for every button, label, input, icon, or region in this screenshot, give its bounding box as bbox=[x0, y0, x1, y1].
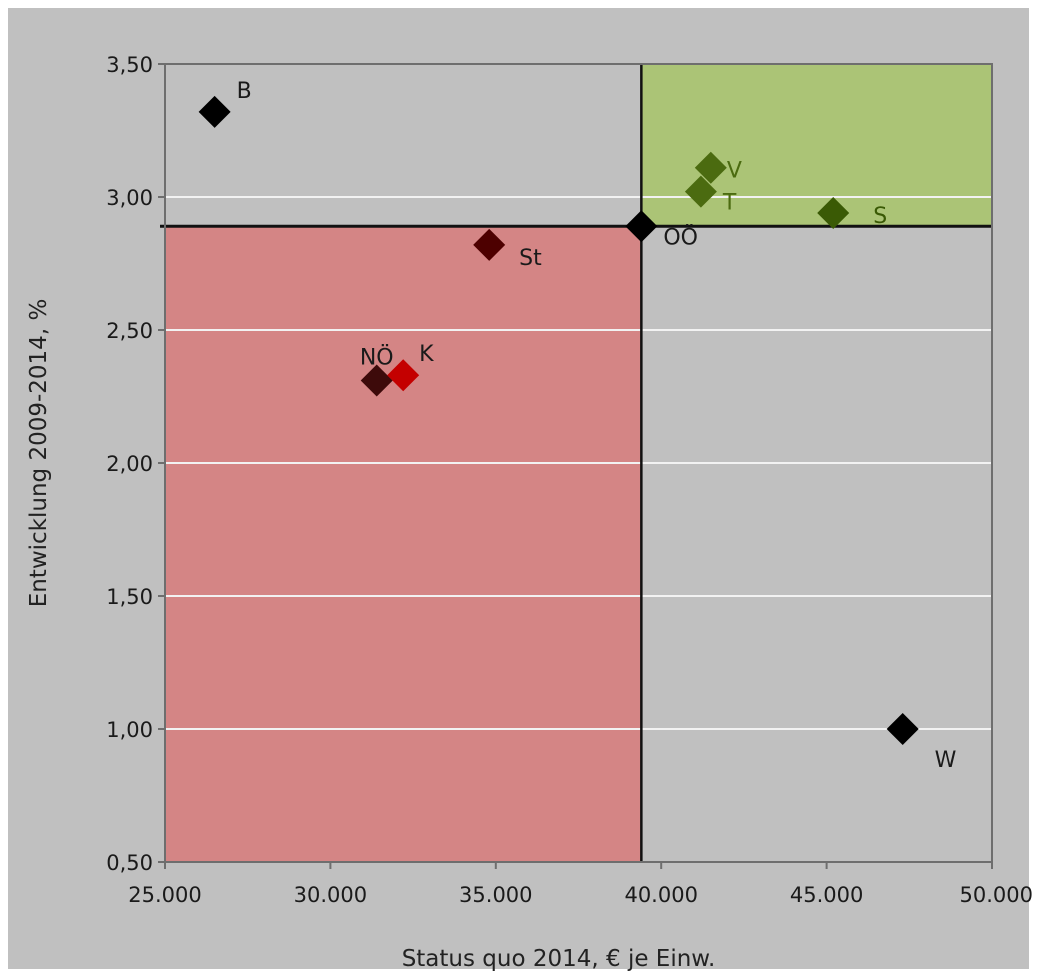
data-point-w bbox=[886, 713, 919, 745]
point-label-s: S bbox=[873, 204, 887, 229]
x-tick-label: 50.000 bbox=[960, 883, 1033, 907]
data-point-v bbox=[694, 151, 727, 184]
axes: 0,50 1,00 1,50 2,00 2,50 3,00 3,50 25.000 30.000… bbox=[106, 53, 1033, 907]
data-point-b bbox=[198, 95, 231, 128]
y-tick-label: 2,00 bbox=[106, 452, 153, 476]
data-point-t bbox=[684, 175, 717, 208]
x-tick-label: 45.000 bbox=[790, 883, 863, 907]
point-label-t: T bbox=[722, 191, 737, 216]
data-points: B VT S OÖ St NÖ K W bbox=[198, 79, 957, 773]
y-tick-label: 3,50 bbox=[106, 53, 153, 77]
point-label-st: St bbox=[519, 246, 542, 271]
point-label-w: W bbox=[935, 748, 957, 773]
point-label-v: V bbox=[727, 159, 742, 184]
data-point-oö bbox=[625, 210, 658, 243]
y-tick-label: 1,50 bbox=[106, 585, 153, 609]
region-below-below bbox=[165, 226, 642, 862]
x-axis-title: Status quo 2014, € je Einw. bbox=[402, 946, 716, 972]
plot-area bbox=[160, 64, 992, 862]
y-tick-label: 0,50 bbox=[106, 851, 153, 875]
x-tick-label: 40.000 bbox=[624, 883, 697, 907]
data-point-k bbox=[387, 359, 420, 392]
data-point-st bbox=[473, 228, 506, 261]
data-point-nö bbox=[360, 364, 393, 397]
y-tick-label: 3,00 bbox=[106, 186, 153, 210]
y-tick-label: 2,50 bbox=[106, 319, 153, 343]
point-label-b: B bbox=[237, 79, 252, 104]
x-tick-label: 30.000 bbox=[294, 883, 367, 907]
x-tick-label: 35.000 bbox=[459, 883, 532, 907]
data-point-s bbox=[817, 196, 850, 229]
point-label-nö: NÖ bbox=[360, 345, 394, 371]
x-tick-label: 25.000 bbox=[128, 883, 201, 907]
y-tick-label: 1,00 bbox=[106, 718, 153, 742]
y-axis-title: Entwicklung 2009-2014, % bbox=[26, 299, 52, 608]
point-label-k: K bbox=[419, 342, 434, 367]
point-label-oö: OÖ bbox=[663, 224, 698, 250]
region-above-above bbox=[641, 64, 992, 227]
